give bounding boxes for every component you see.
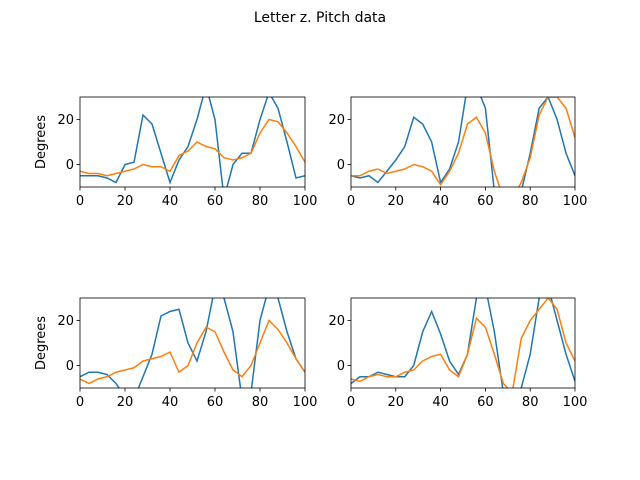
figure-title: Letter z. Pitch data bbox=[254, 10, 386, 26]
x-tick-label: 0 bbox=[347, 395, 355, 410]
x-tick-label: 20 bbox=[117, 395, 134, 410]
y-tick-label: 20 bbox=[328, 314, 345, 329]
y-tick-label: 0 bbox=[66, 359, 74, 374]
x-tick-label: 0 bbox=[76, 194, 84, 209]
data-line bbox=[351, 97, 575, 187]
data-line bbox=[351, 298, 575, 388]
x-tick-label: 100 bbox=[563, 395, 588, 410]
data-line bbox=[80, 319, 305, 385]
data-line bbox=[351, 97, 575, 187]
x-tick-label: 20 bbox=[117, 194, 134, 209]
axes-frame bbox=[350, 96, 576, 188]
x-tick-label: 80 bbox=[252, 194, 269, 209]
x-tick-label: 0 bbox=[76, 395, 84, 410]
data-line bbox=[80, 298, 305, 388]
x-tick-label: 40 bbox=[432, 194, 449, 209]
x-tick-label: 100 bbox=[293, 194, 318, 209]
data-line bbox=[80, 118, 305, 177]
x-tick-label: 100 bbox=[563, 194, 588, 209]
x-tick-label: 20 bbox=[388, 395, 405, 410]
x-tick-label: 20 bbox=[388, 194, 405, 209]
y-tick-label: 0 bbox=[66, 158, 74, 173]
y-axis-label: Degrees bbox=[34, 115, 49, 169]
x-tick-label: 40 bbox=[162, 395, 179, 410]
x-tick-label: 0 bbox=[347, 194, 355, 209]
x-tick-label: 80 bbox=[522, 194, 539, 209]
y-tick-label: 0 bbox=[337, 359, 345, 374]
axes-frame bbox=[350, 297, 576, 389]
y-tick-label: 20 bbox=[57, 314, 74, 329]
axes-frame bbox=[79, 96, 306, 188]
y-tick-label: 20 bbox=[57, 113, 74, 128]
x-tick-label: 40 bbox=[432, 395, 449, 410]
x-tick-label: 60 bbox=[477, 194, 494, 209]
x-tick-label: 80 bbox=[252, 395, 269, 410]
y-tick-label: 20 bbox=[328, 113, 345, 128]
x-tick-label: 60 bbox=[477, 395, 494, 410]
data-line bbox=[80, 97, 305, 187]
y-tick-label: 0 bbox=[337, 158, 345, 173]
x-tick-label: 100 bbox=[293, 395, 318, 410]
x-tick-label: 40 bbox=[162, 194, 179, 209]
x-tick-label: 60 bbox=[207, 194, 224, 209]
axes-frame bbox=[79, 297, 306, 389]
y-axis-label: Degrees bbox=[34, 316, 49, 370]
x-tick-label: 80 bbox=[522, 395, 539, 410]
x-tick-label: 60 bbox=[207, 395, 224, 410]
